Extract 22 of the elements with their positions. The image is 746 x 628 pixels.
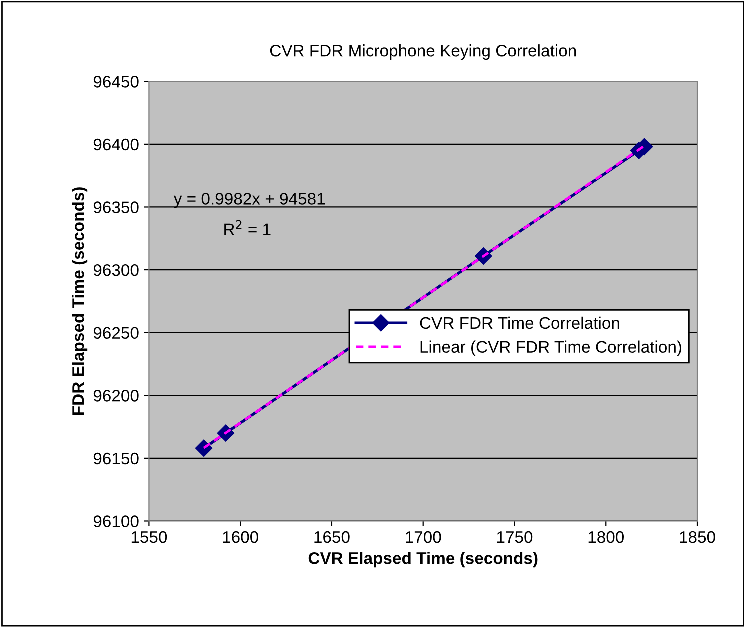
y-tick-label: 96250 xyxy=(94,327,139,340)
chart-title: CVR FDR Microphone Keying Correlation xyxy=(270,44,576,60)
legend-label: Linear (CVR FDR Time Correlation) xyxy=(420,340,682,356)
annotation: y = 0.9982x + 94581 xyxy=(174,193,326,208)
y-tick-label: 96300 xyxy=(94,264,139,276)
y-axis-title: FDR Elapsed Time (seconds) xyxy=(72,188,88,416)
x-tick-label: 1850 xyxy=(680,531,716,544)
annotation: R$^{2}$ = 1 xyxy=(224,220,271,236)
x-tick-label: 1800 xyxy=(588,531,624,544)
x-tick-label: 1550 xyxy=(132,531,168,544)
legend-label: CVR FDR Time Correlation xyxy=(420,316,620,330)
x-tick-label: 1750 xyxy=(497,531,533,544)
y-tick-label: 96150 xyxy=(94,452,139,465)
x-tick-label: 1600 xyxy=(223,531,258,544)
y-tick-label: 96350 xyxy=(94,202,139,214)
y-tick-label: 96450 xyxy=(94,76,139,88)
x-tick-label: 1700 xyxy=(406,531,442,544)
x-tick-label: 1650 xyxy=(314,531,350,544)
y-tick-label: 96200 xyxy=(94,390,139,402)
x-axis-title: CVR Elapsed Time (seconds) xyxy=(308,552,538,568)
y-tick-label: 96400 xyxy=(94,138,139,151)
y-tick-label: 96100 xyxy=(94,516,139,528)
